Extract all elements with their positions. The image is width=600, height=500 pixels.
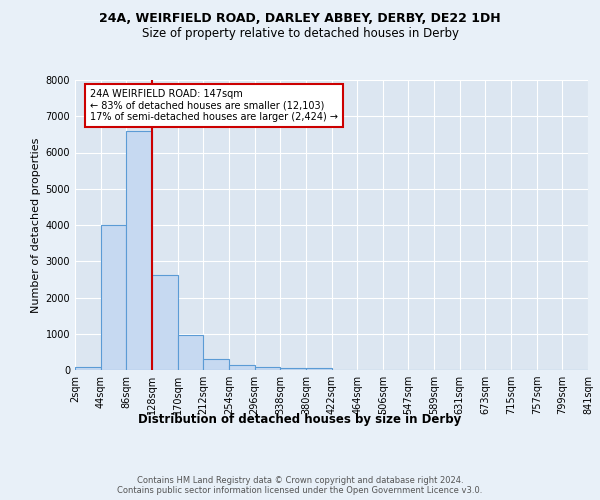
Bar	[178, 335, 203, 370]
Bar	[229, 365, 254, 370]
Text: Distribution of detached houses by size in Derby: Distribution of detached houses by size …	[139, 412, 461, 426]
Bar	[203, 359, 229, 370]
Bar	[127, 130, 152, 370]
Text: Contains HM Land Registry data © Crown copyright and database right 2024.
Contai: Contains HM Land Registry data © Crown c…	[118, 476, 482, 495]
Bar	[306, 368, 331, 370]
Bar	[280, 368, 306, 370]
Bar	[254, 366, 280, 370]
Text: Size of property relative to detached houses in Derby: Size of property relative to detached ho…	[142, 28, 458, 40]
Text: 24A, WEIRFIELD ROAD, DARLEY ABBEY, DERBY, DE22 1DH: 24A, WEIRFIELD ROAD, DARLEY ABBEY, DERBY…	[99, 12, 501, 26]
Bar	[75, 368, 101, 370]
Bar	[101, 225, 127, 370]
Bar	[152, 275, 178, 370]
Text: 24A WEIRFIELD ROAD: 147sqm
← 83% of detached houses are smaller (12,103)
17% of : 24A WEIRFIELD ROAD: 147sqm ← 83% of deta…	[90, 89, 338, 122]
Y-axis label: Number of detached properties: Number of detached properties	[31, 138, 41, 312]
